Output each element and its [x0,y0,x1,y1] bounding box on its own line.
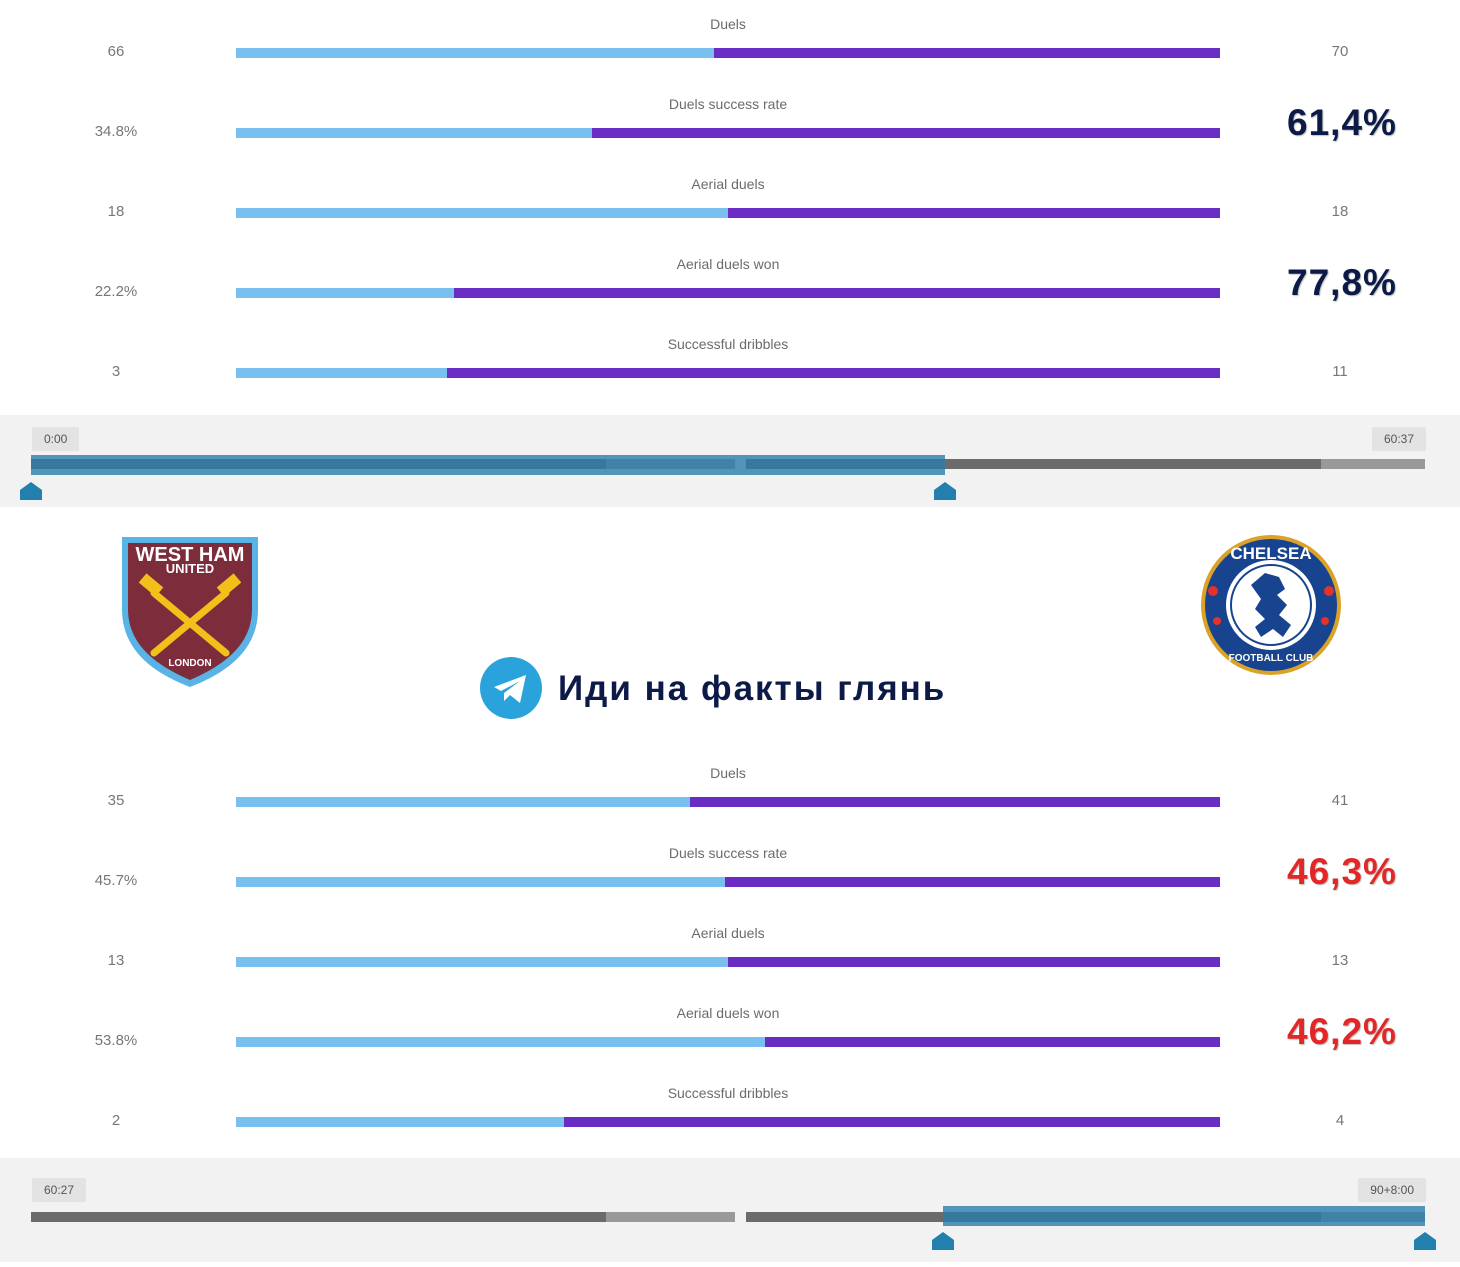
timeline-start-handle[interactable] [931,1232,954,1250]
stat-label: Aerial duels [691,176,765,192]
stat-label: Successful dribbles [667,336,789,352]
stat-row: Duels success rate 45.7% 46,3% [0,845,1460,925]
comparison-bar [236,288,1220,298]
top-timeline: 0:00 60:37 [0,415,1460,507]
home-value: 2 [111,1112,121,1129]
west-ham-crest: WEST HAM UNITED LONDON [118,533,262,689]
away-value: 70 [1331,43,1349,60]
stat-row: Duels success rate 34.8% 61,4% [0,96,1460,176]
home-value: 13 [107,952,125,969]
away-value: 4 [1335,1112,1345,1129]
telegram-promo[interactable]: Иди на факты глянь [480,657,1000,721]
stat-row: Successful dribbles 3 11 [0,336,1460,416]
timeline-start-label: 0:00 [32,427,80,451]
stat-label: Duels success rate [668,845,788,861]
comparison-bar [236,1117,1220,1127]
stat-label: Duels [710,765,746,781]
timeline-start-handle[interactable] [20,482,42,500]
home-value: 22.2% [94,283,138,300]
comparison-bar [236,128,1220,138]
home-share-fill [236,368,447,378]
timeline-end-label: 60:37 [1371,427,1426,451]
comparison-bar [236,877,1220,887]
home-share-fill [236,957,728,967]
stat-row: Aerial duels 13 13 [0,925,1460,1005]
timeline-end-handle[interactable] [934,482,957,500]
away-value: 61,4% [1287,102,1397,143]
timeline-end-handle[interactable] [1414,1232,1436,1250]
away-value: 11 [1332,363,1348,380]
home-share-fill [236,208,728,218]
home-share-fill [236,877,726,887]
home-share-fill [236,128,593,138]
away-value: 18 [1331,203,1349,220]
home-share-fill [236,797,690,807]
timeline-track-second-half[interactable] [746,459,1425,469]
chelsea-crest: CHELSEA FOOTBALL CLUB [1199,533,1343,677]
svg-text:CHELSEA: CHELSEA [1230,544,1311,563]
comparison-bar [236,208,1220,218]
home-share-fill [236,1117,564,1127]
svg-text:FOOTBALL CLUB: FOOTBALL CLUB [1229,653,1314,664]
stat-row: Aerial duels won 22.2% 77,8% [0,256,1460,336]
stat-label: Aerial duels won [676,1005,780,1021]
stat-row: Successful dribbles 2 4 [0,1085,1460,1165]
home-share-fill [236,1037,766,1047]
stat-row: Duels 35 41 [0,765,1460,845]
stat-label: Aerial duels [691,925,765,941]
home-value: 45.7% [94,872,138,889]
comparison-bar [236,368,1220,378]
comparison-bar [236,48,1220,58]
timeline-track-first-half[interactable] [31,1212,735,1222]
away-value: 46,2% [1287,1011,1397,1052]
comparison-bar [236,957,1220,967]
stat-label: Successful dribbles [667,1085,789,1101]
timeline-start-label: 60:27 [32,1178,87,1202]
home-value: 3 [111,363,121,380]
stat-row: Aerial duels won 53.8% 46,2% [0,1005,1460,1085]
svg-text:LONDON: LONDON [168,658,211,669]
home-value: 18 [107,203,125,220]
telegram-icon [480,657,542,719]
timeline-end-label: 90+8:00 [1358,1178,1426,1202]
comparison-bar [236,797,1220,807]
bottom-timeline: 60:27 90+8:00 [0,1158,1460,1262]
stat-label: Duels success rate [668,96,788,112]
stat-row: Duels 66 70 [0,16,1460,96]
away-value: 41 [1331,792,1349,809]
stat-label: Aerial duels won [676,256,780,272]
stat-label: Duels [710,16,746,32]
timeline-selection[interactable] [942,1206,1425,1226]
stat-row: Aerial duels 18 18 [0,176,1460,256]
home-share-fill [236,288,455,298]
home-share-fill [236,48,715,58]
comparison-bar [236,1037,1220,1047]
home-value: 34.8% [94,123,138,140]
away-value: 46,3% [1287,851,1397,892]
svg-text:UNITED: UNITED [166,561,214,576]
home-value: 35 [107,792,125,809]
home-value: 53.8% [94,1032,138,1049]
home-value: 66 [107,43,125,60]
svg-text:WEST HAM: WEST HAM [136,544,245,566]
promo-text: Иди на факты глянь [558,669,947,708]
away-value: 13 [1331,952,1349,969]
away-value: 77,8% [1287,262,1397,303]
timeline-selection[interactable] [31,455,946,475]
